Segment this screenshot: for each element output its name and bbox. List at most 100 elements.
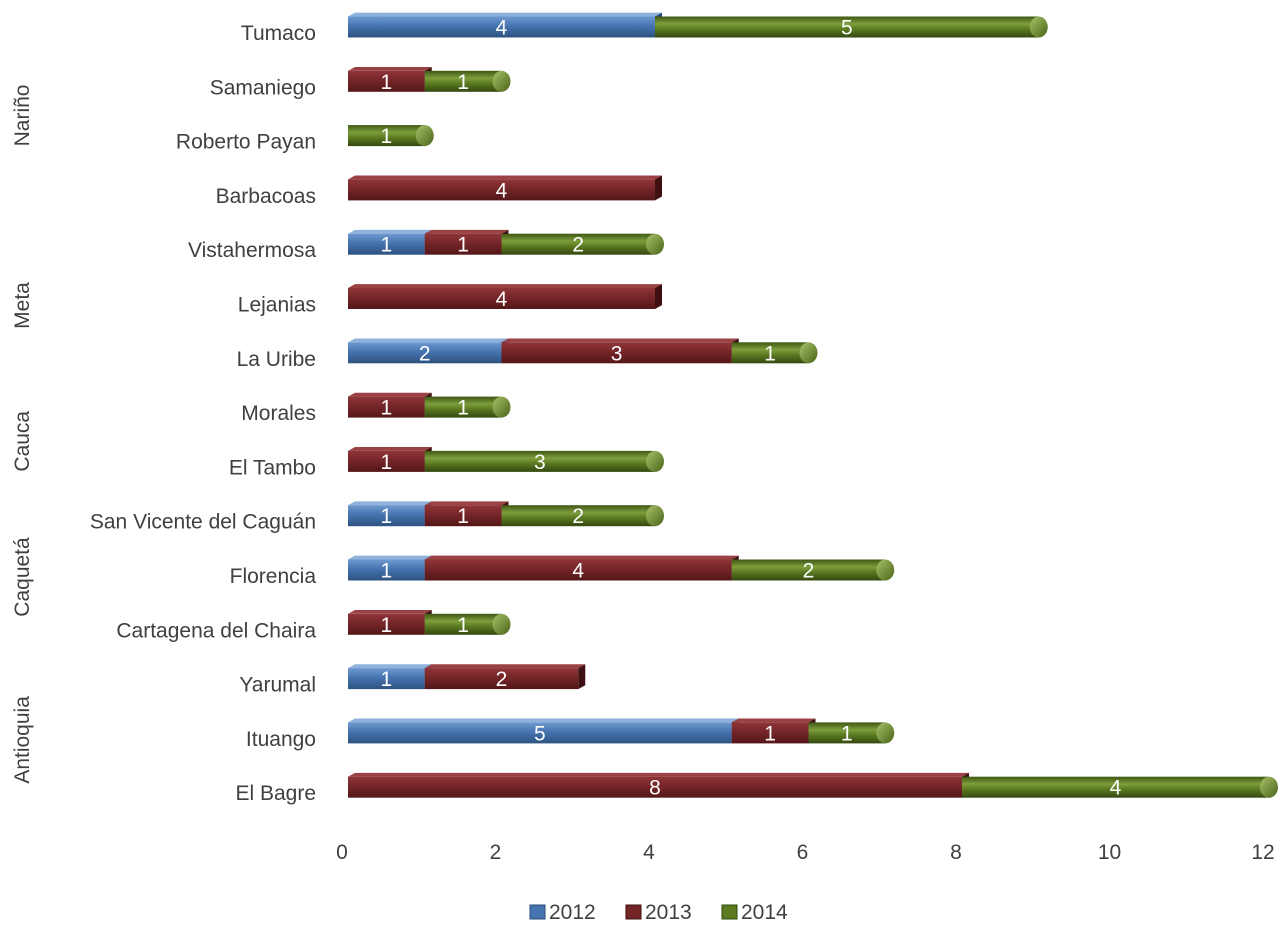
data-label: 2 bbox=[419, 342, 431, 365]
category-label: La Uribe bbox=[237, 348, 316, 371]
bar-cap bbox=[1029, 16, 1048, 38]
bar-cap bbox=[1260, 776, 1278, 798]
bar-cap bbox=[415, 125, 434, 147]
bar-top bbox=[348, 555, 432, 560]
bar-side bbox=[655, 175, 662, 201]
data-label: 1 bbox=[764, 722, 776, 745]
bar-body bbox=[348, 233, 425, 255]
data-label: 1 bbox=[381, 71, 393, 94]
bar-la-uribe-2014 bbox=[731, 342, 818, 364]
category-label: Tumaco bbox=[241, 22, 316, 45]
category-label: Ituango bbox=[246, 728, 316, 751]
data-label: 1 bbox=[381, 560, 393, 583]
x-tick-label: 8 bbox=[950, 841, 962, 864]
bar-body bbox=[348, 668, 425, 690]
data-label: 1 bbox=[457, 614, 469, 637]
bar-cap bbox=[876, 722, 895, 744]
bar-tumaco-2014 bbox=[655, 16, 1048, 38]
data-label: 1 bbox=[764, 342, 776, 365]
bar-body bbox=[731, 342, 809, 364]
data-label: 2 bbox=[496, 668, 508, 691]
data-label: 1 bbox=[457, 234, 469, 257]
bar-body bbox=[424, 233, 502, 255]
data-label: 4 bbox=[572, 560, 584, 583]
x-tick-label: 4 bbox=[643, 841, 655, 864]
bar-cap bbox=[646, 505, 664, 527]
category-label: El Tambo bbox=[229, 456, 316, 479]
data-label: 1 bbox=[381, 668, 393, 691]
legend-item-2014: 2014 bbox=[721, 901, 788, 924]
bar-top bbox=[348, 664, 432, 669]
x-tick-label: 0 bbox=[336, 841, 348, 864]
bar-side bbox=[578, 664, 586, 690]
bar-barbacoas-2013 bbox=[348, 175, 662, 201]
bar-body bbox=[424, 450, 655, 472]
bar-cap bbox=[492, 396, 511, 418]
data-label: 1 bbox=[457, 397, 469, 420]
bar-body bbox=[424, 505, 502, 527]
bar-yarumal-2013 bbox=[424, 664, 586, 690]
bar-body bbox=[424, 613, 502, 635]
bar-top bbox=[348, 229, 432, 234]
bar-top bbox=[348, 447, 432, 451]
bar-body bbox=[424, 70, 502, 92]
bar-cartagena-del-chaira-2014 bbox=[424, 613, 511, 635]
data-label: 5 bbox=[841, 17, 853, 40]
bar-body bbox=[655, 16, 1039, 38]
bar-top bbox=[501, 338, 739, 343]
bar-body bbox=[424, 396, 502, 418]
bar-cap bbox=[646, 233, 664, 255]
bar-body bbox=[808, 722, 886, 744]
category-label: San Vicente del Caguán bbox=[90, 511, 316, 534]
group-label: Cauca bbox=[11, 411, 34, 472]
legend-label: 2014 bbox=[741, 901, 788, 922]
data-label: 1 bbox=[381, 614, 393, 637]
bar-cap bbox=[492, 70, 511, 92]
data-label: 2 bbox=[803, 560, 815, 583]
data-label: 4 bbox=[496, 179, 508, 202]
bar-lejanias-2013 bbox=[348, 284, 662, 309]
x-tick-label: 2 bbox=[490, 841, 502, 864]
data-label: 1 bbox=[381, 505, 393, 528]
data-label: 4 bbox=[1110, 777, 1122, 800]
bar-side bbox=[655, 284, 662, 309]
bar-body bbox=[501, 233, 655, 255]
data-label: 1 bbox=[381, 451, 393, 474]
bar-body bbox=[348, 722, 732, 744]
bar-el-tambo-2014 bbox=[424, 450, 664, 472]
category-label: Samaniego bbox=[210, 76, 316, 99]
bar-top bbox=[348, 392, 432, 397]
bar-body bbox=[348, 16, 655, 38]
data-label: 1 bbox=[381, 397, 393, 420]
bar-top bbox=[348, 175, 662, 180]
data-label: 8 bbox=[649, 777, 661, 800]
x-tick-label: 10 bbox=[1098, 841, 1121, 864]
bar-top bbox=[424, 229, 509, 234]
data-label: 3 bbox=[611, 342, 623, 365]
bar-top bbox=[424, 664, 586, 669]
bar-san-vicente-del-cagu-n-2014 bbox=[501, 505, 664, 527]
bar-cap bbox=[492, 613, 511, 635]
category-label: Lejanias bbox=[238, 294, 316, 317]
bar-body bbox=[348, 450, 425, 472]
legend-item-2013: 2013 bbox=[625, 901, 692, 924]
bar-body bbox=[962, 776, 1269, 798]
data-label: 2 bbox=[572, 234, 584, 257]
bar-cap bbox=[646, 450, 664, 472]
bar-body bbox=[424, 559, 732, 581]
bar-body bbox=[348, 396, 425, 418]
bar-body bbox=[731, 559, 886, 581]
bar-top bbox=[348, 284, 662, 288]
bar-cap bbox=[799, 342, 818, 364]
bar-top bbox=[348, 12, 662, 17]
bar-top bbox=[348, 66, 432, 71]
category-label: Vistahermosa bbox=[188, 239, 316, 262]
bar-body bbox=[424, 668, 579, 690]
bar-top bbox=[348, 718, 739, 723]
bar-body bbox=[348, 505, 425, 527]
data-label: 1 bbox=[381, 125, 393, 148]
bar-vistahermosa-2014 bbox=[501, 233, 664, 255]
bar-body bbox=[348, 559, 425, 581]
bar-samaniego-2014 bbox=[424, 70, 511, 92]
